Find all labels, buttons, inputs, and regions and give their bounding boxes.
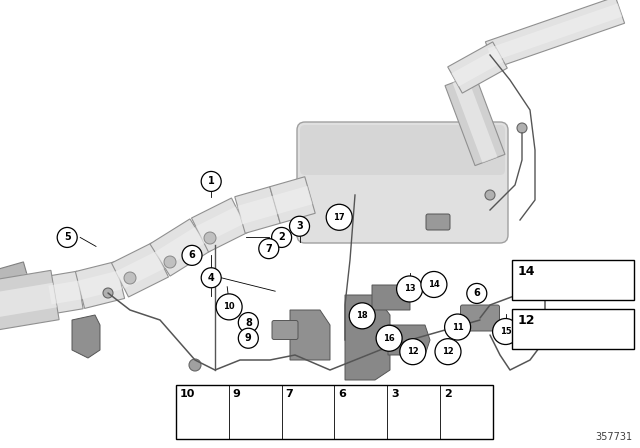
Circle shape <box>493 319 518 345</box>
Circle shape <box>164 256 176 268</box>
Text: 11: 11 <box>452 323 463 332</box>
Circle shape <box>467 284 487 303</box>
Text: 16: 16 <box>383 334 395 343</box>
Polygon shape <box>191 198 248 252</box>
Polygon shape <box>488 4 622 62</box>
Text: 5: 5 <box>64 233 70 242</box>
Circle shape <box>57 228 77 247</box>
Text: 14: 14 <box>428 280 440 289</box>
Text: 10: 10 <box>180 389 195 399</box>
Polygon shape <box>445 74 505 166</box>
Polygon shape <box>372 285 410 310</box>
Polygon shape <box>237 196 278 224</box>
Polygon shape <box>485 0 625 68</box>
Text: 2: 2 <box>444 389 452 399</box>
Text: 13: 13 <box>404 284 415 293</box>
Polygon shape <box>0 270 59 330</box>
Text: 4: 4 <box>208 273 214 283</box>
Text: 357731: 357731 <box>595 432 632 442</box>
Text: 6: 6 <box>189 250 195 260</box>
Circle shape <box>271 228 292 247</box>
FancyBboxPatch shape <box>297 122 508 243</box>
Text: 1: 1 <box>208 177 214 186</box>
Polygon shape <box>270 177 316 223</box>
Polygon shape <box>47 271 83 314</box>
Text: 10: 10 <box>223 302 235 311</box>
Text: 18: 18 <box>356 311 368 320</box>
Text: 12: 12 <box>518 314 536 327</box>
Polygon shape <box>290 310 330 360</box>
Circle shape <box>103 288 113 298</box>
Circle shape <box>289 216 310 236</box>
Polygon shape <box>0 283 57 317</box>
Circle shape <box>182 246 202 265</box>
Text: 9: 9 <box>233 389 241 399</box>
Text: 7: 7 <box>285 389 293 399</box>
Text: 12: 12 <box>442 347 454 356</box>
Text: 9: 9 <box>245 333 252 343</box>
Circle shape <box>201 172 221 191</box>
Text: 6: 6 <box>474 289 480 298</box>
Text: 17: 17 <box>333 213 345 222</box>
Circle shape <box>189 359 201 371</box>
Polygon shape <box>49 280 81 304</box>
Text: 2: 2 <box>278 233 285 242</box>
Circle shape <box>201 268 221 288</box>
Circle shape <box>204 232 216 244</box>
FancyBboxPatch shape <box>426 214 450 230</box>
FancyBboxPatch shape <box>512 309 634 349</box>
Text: 6: 6 <box>339 389 346 399</box>
Circle shape <box>421 271 447 297</box>
Circle shape <box>259 239 279 258</box>
Text: 15: 15 <box>500 327 511 336</box>
FancyBboxPatch shape <box>176 385 493 439</box>
Polygon shape <box>273 186 312 214</box>
Text: 12: 12 <box>407 347 419 356</box>
Circle shape <box>435 339 461 365</box>
Circle shape <box>216 294 242 320</box>
Polygon shape <box>72 315 100 358</box>
Text: 7: 7 <box>266 244 272 254</box>
FancyBboxPatch shape <box>272 320 298 340</box>
Text: 3: 3 <box>296 221 303 231</box>
Polygon shape <box>76 262 125 308</box>
Polygon shape <box>111 243 168 297</box>
Text: 14: 14 <box>518 265 536 278</box>
Circle shape <box>124 272 136 284</box>
Polygon shape <box>0 273 33 306</box>
Circle shape <box>238 328 259 348</box>
Polygon shape <box>448 42 508 93</box>
Polygon shape <box>0 262 36 318</box>
Polygon shape <box>155 227 205 268</box>
Circle shape <box>485 190 495 200</box>
Polygon shape <box>452 77 497 163</box>
Text: 8: 8 <box>245 318 252 327</box>
Polygon shape <box>196 207 244 244</box>
FancyBboxPatch shape <box>300 125 505 175</box>
Circle shape <box>349 303 375 329</box>
Circle shape <box>400 339 426 365</box>
Polygon shape <box>150 219 210 276</box>
Polygon shape <box>345 295 390 380</box>
Polygon shape <box>77 271 122 299</box>
Circle shape <box>445 314 470 340</box>
Polygon shape <box>235 187 280 233</box>
Circle shape <box>238 313 259 332</box>
Circle shape <box>397 276 422 302</box>
Circle shape <box>326 204 352 230</box>
Circle shape <box>517 123 527 133</box>
Text: 3: 3 <box>391 389 399 399</box>
FancyBboxPatch shape <box>512 260 634 300</box>
Circle shape <box>376 325 402 351</box>
FancyBboxPatch shape <box>461 305 499 331</box>
Polygon shape <box>388 325 430 355</box>
Polygon shape <box>451 48 504 86</box>
Polygon shape <box>116 251 164 289</box>
